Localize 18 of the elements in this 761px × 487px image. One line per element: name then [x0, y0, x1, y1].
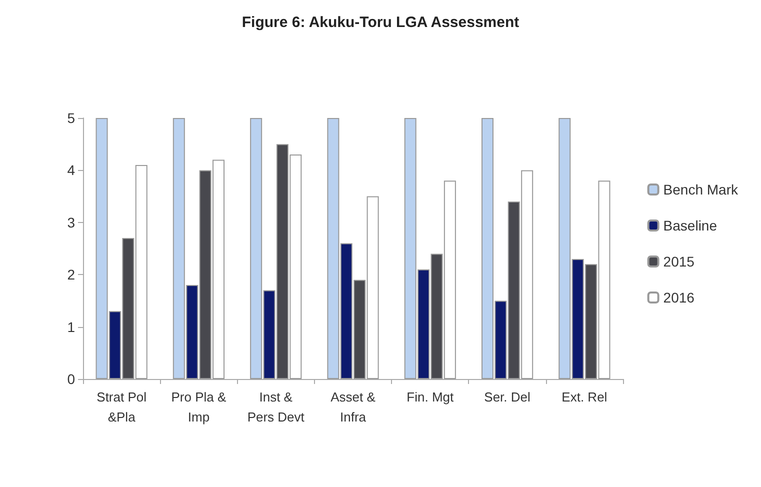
- legend-label: 2015: [663, 254, 695, 270]
- y-tick-label: 5: [67, 110, 76, 126]
- x-tick-label: Inst & Pers Devt: [247, 390, 305, 424]
- x-tick-label: Strat Pol &Pla: [96, 390, 147, 424]
- y-tick-label: 2: [67, 266, 76, 283]
- y-tick-label: 3: [67, 214, 76, 230]
- chart-title: Figure 6: Akuku-Toru LGA Assessment: [242, 14, 520, 31]
- legend-label: 2016: [663, 290, 695, 306]
- x-tick-label: Ser. Del: [484, 390, 531, 404]
- x-tick-label: Ext. Rel: [562, 390, 608, 404]
- y-tick-label: 4: [67, 162, 76, 178]
- y-tick-label: 0: [67, 371, 76, 387]
- legend-label: Baseline: [663, 218, 718, 234]
- x-tick-label: Asset & Infra: [330, 390, 376, 424]
- x-tick-label: Pro Pla & Imp: [171, 390, 226, 424]
- legend-label: Bench Mark: [663, 182, 739, 198]
- x-tick-label: Fin. Mgt: [406, 390, 454, 404]
- y-tick-label: 1: [67, 318, 76, 335]
